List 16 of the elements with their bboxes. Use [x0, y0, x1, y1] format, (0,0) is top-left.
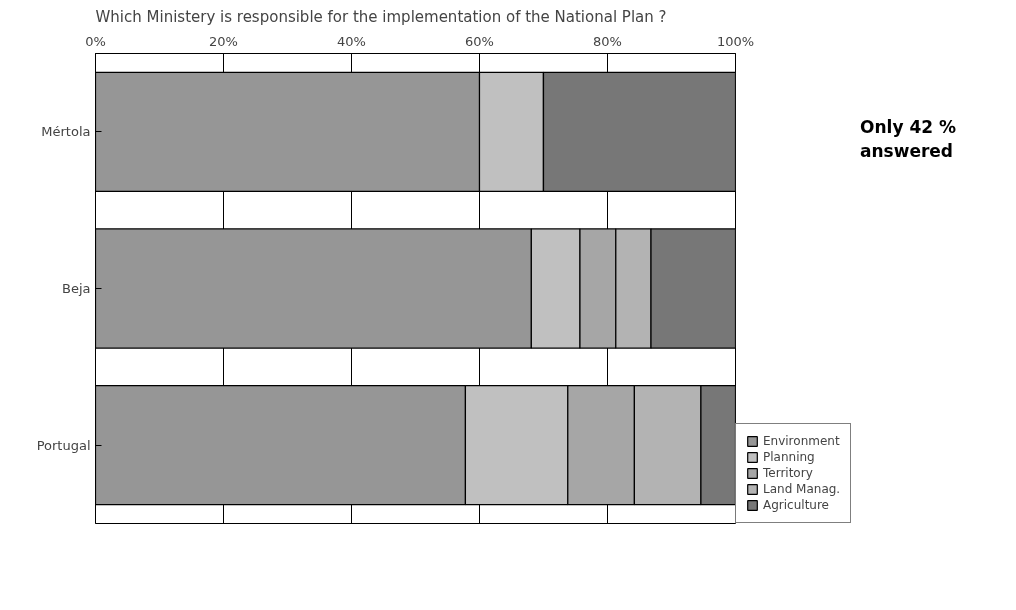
legend-label: Planning	[763, 450, 815, 464]
y-tick-label: Mértola	[41, 124, 91, 140]
x-tick-label: 80%	[593, 33, 622, 49]
y-tick-label: Portugal	[36, 437, 91, 453]
x-tick-label: 0%	[85, 33, 106, 49]
legend-label: Environment	[763, 434, 840, 448]
y-tick-label: Beja	[62, 281, 91, 296]
chart-title: Which Ministery is responsible for the implementation of the National Plan ?	[95, 7, 667, 26]
x-tick-label: 100%	[716, 33, 755, 49]
text: Only 42 % answered	[860, 116, 957, 164]
legend-label: Agriculture	[763, 498, 829, 512]
x-tick-label: 40%	[337, 33, 366, 49]
x-tick-label: 60%	[465, 33, 494, 49]
x-tick-label: 20%	[209, 33, 238, 49]
legend-label: Land Manag.	[763, 482, 841, 496]
legend-label: Territory	[763, 466, 813, 480]
